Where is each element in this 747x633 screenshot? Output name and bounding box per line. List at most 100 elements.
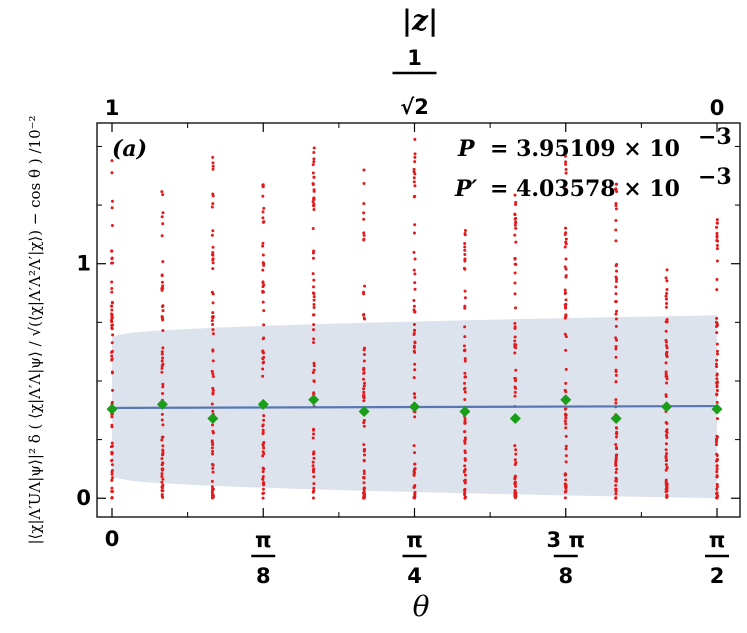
- scatter-point: [312, 361, 316, 365]
- scatter-point: [514, 216, 518, 220]
- scatter-point: [110, 463, 114, 467]
- scatter-point: [665, 279, 669, 283]
- scatter-point: [463, 375, 467, 379]
- scatter-point: [311, 256, 315, 260]
- scatter-point: [160, 280, 164, 284]
- scatter-point: [160, 234, 164, 238]
- marker-layer: [106, 394, 723, 424]
- scatter-point: [664, 320, 668, 324]
- annotation-p-rhs: = 3.95109 × 10: [490, 136, 680, 162]
- top-tick-label-den: √2: [400, 95, 429, 119]
- y-tick-label: 0: [76, 486, 91, 510]
- scatter-point: [160, 352, 164, 356]
- scatter-point: [564, 171, 568, 175]
- scatter-point: [110, 489, 114, 493]
- scatter-point: [463, 304, 467, 308]
- scatter-point: [362, 387, 366, 391]
- scatter-point: [614, 275, 618, 279]
- green-marker: [509, 413, 521, 424]
- scatter-point: [312, 379, 316, 383]
- scatter-point: [262, 491, 266, 495]
- scatter-point: [312, 249, 316, 253]
- scatter-point: [564, 257, 568, 261]
- scatter-point: [160, 480, 164, 484]
- scatter-point: [614, 401, 618, 405]
- scatter-point: [463, 436, 467, 440]
- scatter-point: [664, 361, 668, 365]
- scatter-point: [564, 275, 568, 279]
- scatter-point: [110, 280, 114, 284]
- scatter-point: [614, 324, 618, 328]
- scatter-point: [614, 345, 618, 349]
- scatter-point: [563, 265, 567, 269]
- scatter-point: [664, 484, 668, 488]
- annotation-p-prime: P′ = 4.03578 × 10 −3: [454, 164, 732, 202]
- scatter-point: [664, 294, 668, 298]
- scatter-point: [110, 496, 114, 500]
- scatter-point: [564, 267, 568, 271]
- scatter-point: [161, 444, 165, 448]
- scatter-point: [615, 467, 619, 471]
- green-marker: [409, 401, 421, 413]
- scatter-point: [564, 162, 568, 166]
- scatter-point: [261, 424, 265, 428]
- scatter-point: [614, 487, 618, 491]
- scatter-point: [664, 463, 668, 467]
- scatter-point: [160, 364, 164, 368]
- x-tick-labels: 0 π 8 π 4 3 π 8 π 2: [105, 527, 729, 588]
- x-tick-label-num: π: [406, 528, 423, 552]
- scatter-point: [362, 211, 366, 215]
- scatter-point: [111, 333, 115, 337]
- scatter-point: [110, 312, 114, 316]
- top-tick-label: 0: [710, 96, 725, 120]
- scatter-point: [161, 453, 165, 457]
- scatter-point: [563, 154, 567, 158]
- scatter-point: [615, 426, 619, 430]
- scatter-point: [716, 380, 720, 384]
- scatter-point: [514, 484, 518, 488]
- annotation-pprime-rhs: = 4.03578 × 10: [490, 176, 680, 202]
- scatter-point: [362, 353, 366, 357]
- scatter-point: [261, 475, 265, 479]
- scatter-point: [261, 244, 265, 248]
- scatter-point: [665, 377, 669, 381]
- scatter-point: [262, 452, 266, 456]
- scatter-point: [210, 479, 214, 483]
- scatter-point: [715, 388, 719, 392]
- scatter-point: [563, 419, 567, 423]
- scatter-point: [110, 354, 114, 358]
- scatter-point: [110, 249, 114, 253]
- scatter-point: [211, 258, 215, 262]
- scatter-point: [463, 306, 467, 310]
- scatter-point: [564, 426, 568, 430]
- scatter-point: [564, 483, 568, 487]
- scatter-point: [614, 292, 618, 296]
- scatter-point: [362, 377, 366, 381]
- scatter-point: [564, 434, 568, 438]
- scatter-point: [716, 352, 720, 356]
- scatter-point: [514, 240, 518, 244]
- scatter-point: [413, 462, 417, 466]
- scatter-point: [564, 189, 568, 193]
- scatter-point: [211, 487, 215, 491]
- scatter-point: [211, 386, 215, 390]
- scatter-point: [161, 423, 165, 427]
- scatter-point: [110, 290, 114, 294]
- y-axis-label: |⟨χ|Λ′UΛ|ψ⟩|² δ ( ⟨χ|Λ′Λ|ψ⟩ / √(⟨χ|Λ′Λ²Λ…: [26, 115, 44, 544]
- scatter-point: [262, 220, 266, 224]
- scatter-point: [261, 210, 265, 214]
- scatter-point: [211, 245, 215, 249]
- green-marker: [257, 398, 269, 410]
- scatter-point: [311, 371, 315, 375]
- scatter-point: [715, 288, 719, 292]
- tick-layer: [97, 123, 740, 517]
- annotation-pprime-exponent: −3: [698, 164, 732, 190]
- scatter-point: [362, 399, 366, 403]
- annotation-pprime-lhs: P′: [454, 176, 478, 202]
- scatter-point: [514, 221, 518, 225]
- scatter-point: [564, 298, 568, 302]
- scatter-point: [664, 297, 668, 301]
- scatter-point: [312, 364, 316, 368]
- scatter-point: [513, 474, 517, 478]
- scatter-point: [664, 393, 668, 397]
